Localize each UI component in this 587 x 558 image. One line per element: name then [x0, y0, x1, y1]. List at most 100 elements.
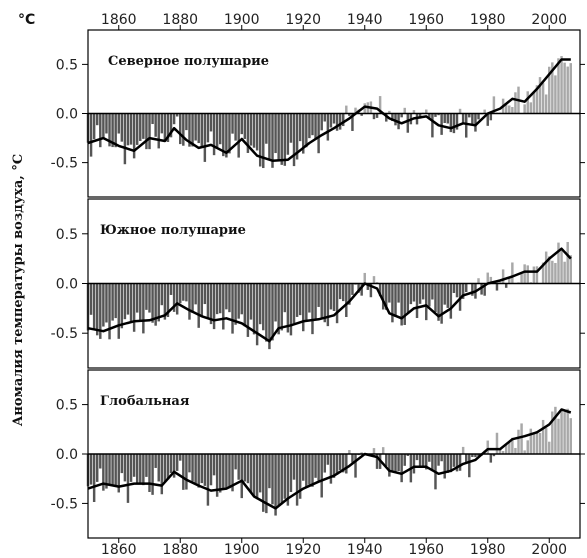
bar-1983 — [495, 283, 499, 291]
bar-1939 — [360, 283, 363, 296]
bar-1966 — [443, 283, 446, 305]
bar-1883 — [188, 283, 191, 320]
bar-2006 — [566, 66, 569, 114]
bar-1940 — [363, 103, 366, 114]
bar-1895 — [225, 454, 228, 488]
bar-1900 — [240, 113, 243, 135]
bar-1875 — [163, 283, 167, 320]
bar-1913 — [280, 113, 283, 165]
bar-1959 — [421, 454, 425, 466]
bar-1943 — [372, 448, 376, 454]
bar-1858 — [111, 283, 114, 321]
bar-1973 — [465, 283, 468, 293]
bar-1872 — [154, 283, 157, 326]
bar-1860 — [117, 113, 120, 134]
bar-1965 — [440, 454, 443, 462]
bar-2006 — [566, 241, 569, 284]
bar-1906 — [258, 283, 262, 325]
bar-1904 — [252, 454, 256, 497]
bar-1967 — [446, 113, 449, 124]
bar-1856 — [105, 113, 108, 134]
bar-1882 — [185, 283, 188, 302]
bar-1930 — [332, 454, 336, 478]
bar-1999 — [544, 427, 548, 454]
bar-1953 — [403, 107, 406, 114]
bar-1877 — [169, 454, 173, 474]
bar-1956 — [412, 454, 416, 474]
bar-1870 — [148, 113, 151, 150]
bar-1926 — [320, 283, 323, 318]
bar-1937 — [354, 107, 357, 114]
bar-1964 — [437, 454, 440, 466]
bar-1911 — [274, 283, 277, 322]
bar-1917 — [292, 113, 296, 167]
bar-1947 — [385, 454, 388, 467]
bar-1975 — [471, 113, 474, 125]
bar-1880 — [179, 283, 182, 304]
bar-1995 — [532, 266, 536, 284]
bar-1906 — [258, 113, 262, 167]
y-tick-label: 0.0 — [56, 107, 78, 123]
panel-title: Глобальная — [100, 394, 190, 409]
bar-1968 — [449, 454, 453, 473]
bar-1917 — [292, 454, 296, 480]
bar-1872 — [154, 113, 157, 137]
bar-1992 — [523, 104, 526, 114]
bar-1994 — [529, 102, 533, 114]
bar-1991 — [520, 273, 523, 284]
bar-1960 — [425, 283, 428, 321]
bar-1874 — [160, 113, 164, 134]
bar-2004 — [560, 248, 563, 284]
y-axis-label: Аномалия температуры воздуха, °C — [11, 154, 26, 426]
bar-1890 — [209, 283, 213, 325]
bar-1884 — [191, 454, 194, 482]
bar-1994 — [529, 428, 533, 454]
bar-1936 — [351, 283, 354, 295]
y-tick-label: 0.5 — [56, 57, 78, 73]
bar-1856 — [105, 454, 108, 489]
bar-1859 — [114, 283, 117, 319]
bar-1865 — [132, 454, 136, 477]
annual-bars — [86, 241, 572, 350]
bar-1888 — [203, 113, 207, 162]
bar-1919 — [298, 283, 302, 316]
bar-1981 — [489, 113, 493, 121]
bar-1979 — [483, 283, 486, 296]
bar-1945 — [378, 283, 382, 297]
bar-1972 — [461, 446, 465, 454]
bar-1906 — [258, 454, 262, 493]
bar-1854 — [99, 454, 102, 469]
bar-1957 — [415, 454, 419, 461]
bar-1992 — [523, 450, 526, 454]
annual-bars — [86, 56, 572, 169]
bar-1905 — [255, 454, 259, 500]
bar-1963 — [434, 283, 437, 313]
bar-1974 — [468, 113, 471, 118]
bar-1967 — [446, 283, 449, 308]
y-tick-label: -0.5 — [51, 496, 78, 512]
bar-1936 — [351, 454, 354, 463]
bar-1871 — [151, 454, 154, 495]
bar-1864 — [129, 454, 133, 482]
bar-1894 — [222, 113, 225, 157]
bar-2001 — [551, 411, 554, 454]
bar-1930 — [332, 113, 336, 124]
bar-1989 — [514, 447, 517, 454]
bar-1977 — [477, 278, 480, 284]
bar-1920 — [302, 454, 305, 481]
bar-1969 — [452, 454, 456, 467]
bar-1951 — [397, 454, 400, 472]
bar-1884 — [191, 283, 194, 313]
bar-1998 — [541, 83, 545, 114]
bar-1935 — [348, 283, 351, 305]
bar-1923 — [311, 113, 314, 136]
bar-1886 — [197, 454, 200, 488]
bar-1894 — [222, 283, 225, 330]
bar-1851 — [89, 283, 93, 315]
bar-1980 — [486, 113, 489, 126]
bar-1914 — [283, 454, 287, 499]
bar-1942 — [369, 283, 373, 298]
bar-1950 — [394, 454, 397, 473]
bar-1896 — [228, 283, 231, 313]
x-tick-label-top: 1980 — [470, 12, 506, 28]
